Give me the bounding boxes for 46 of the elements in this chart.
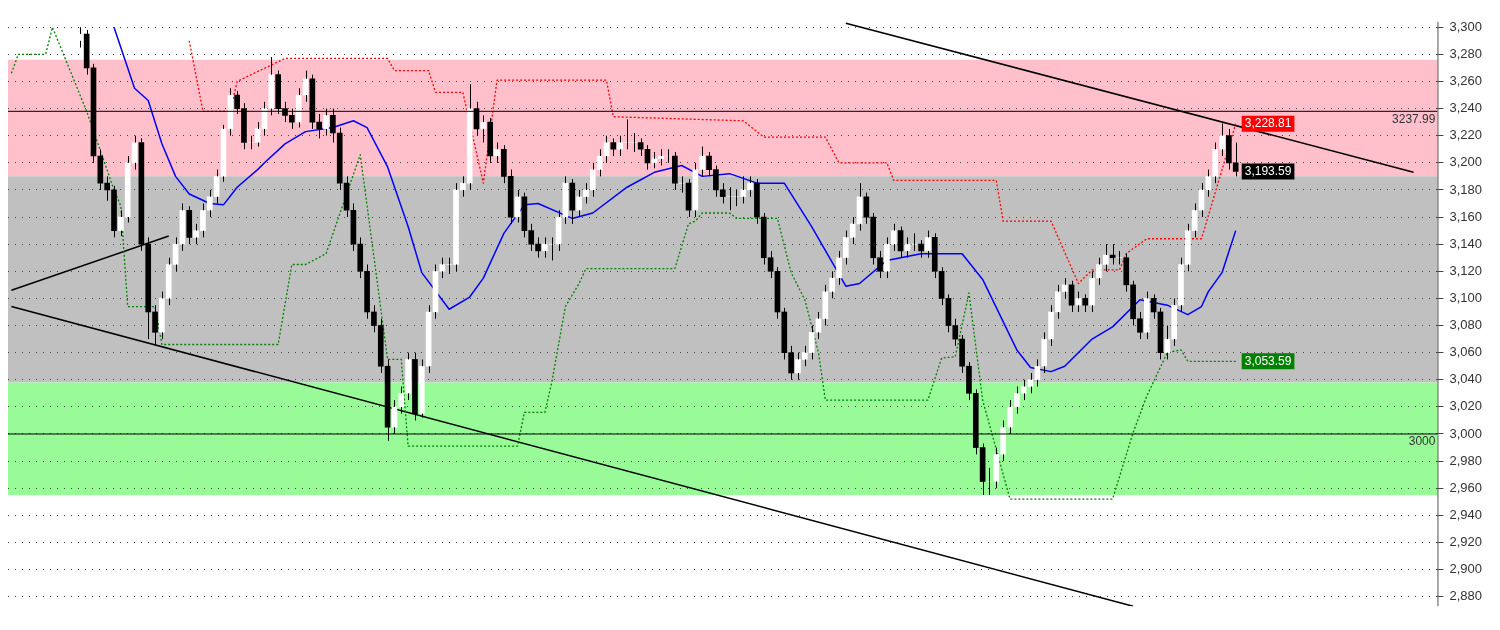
data-label: 3,053.59: [1244, 353, 1292, 368]
y-tick-label: 3,040: [1449, 371, 1483, 387]
y-tick-label: 3,220: [1449, 127, 1483, 143]
y-tick-label: 3,100: [1449, 289, 1483, 305]
y-tick-label: 3,300: [1449, 18, 1483, 34]
y-tick-label: 2,940: [1449, 506, 1483, 522]
y-tick-label: 2,920: [1449, 534, 1483, 550]
candlestick: [487, 117, 494, 164]
y-tick-label: 3,080: [1449, 317, 1483, 333]
candlestick: [104, 175, 110, 202]
ref-line-label: 3000: [1408, 434, 1436, 449]
candlestick: [111, 185, 117, 238]
y-tick-label: 3,060: [1449, 344, 1483, 360]
y-tick-label: 2,900: [1449, 561, 1483, 577]
candlestick: [1123, 253, 1130, 293]
y-tick-label: 2,980: [1449, 452, 1483, 468]
y-tick-label: 3,160: [1449, 208, 1483, 224]
text: 3,193.59: [1244, 163, 1292, 178]
y-tick-label: 3,020: [1449, 398, 1483, 414]
line-series: [188, 40, 1237, 285]
candlestick: [719, 182, 726, 204]
candlestick: [1048, 304, 1054, 347]
candlestick: [672, 151, 678, 191]
candlestick: [569, 178, 576, 225]
y-tick-label: 3,240: [1449, 100, 1483, 116]
candlestick: [1082, 293, 1089, 313]
candlestick: [637, 137, 644, 157]
y-tick-label: 2,880: [1449, 588, 1483, 604]
candlestick: [610, 137, 617, 157]
y-tick-label: 2,960: [1449, 479, 1483, 495]
y-tick-label: 3,120: [1449, 262, 1483, 278]
candlestick: [186, 205, 193, 245]
y-tick-label: 3,200: [1449, 154, 1483, 170]
candlestick: [754, 178, 760, 225]
ref-line-label: 3237.99: [1392, 111, 1436, 126]
y-tick-label: 3,180: [1449, 181, 1483, 197]
candlestick: [316, 113, 323, 139]
line-series: [10, 26, 1237, 500]
y-tick-label: 3,280: [1449, 45, 1483, 61]
candlestick: [918, 239, 924, 259]
y-tick-label: 3,260: [1449, 73, 1483, 89]
y-tick-label: 3,000: [1449, 425, 1483, 441]
data-label: 3,228.81: [1244, 116, 1292, 131]
candlestick: [460, 175, 466, 198]
y-tick-label: 3,140: [1449, 235, 1483, 251]
candlestick: [336, 127, 343, 191]
